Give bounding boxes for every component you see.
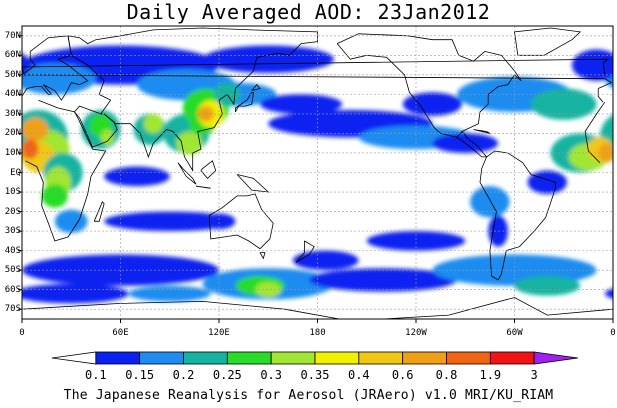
lat-label: 20N bbox=[4, 128, 21, 139]
colorbar-segment bbox=[446, 351, 491, 365]
aod-patch bbox=[104, 211, 236, 232]
coastline bbox=[93, 201, 105, 222]
colorbar bbox=[51, 351, 579, 365]
coastline bbox=[295, 240, 315, 263]
colorbar-label: 0.35 bbox=[300, 368, 330, 382]
aod-patch bbox=[104, 166, 170, 187]
map-title: Daily Averaged AOD: 23Jan2012 bbox=[126, 0, 491, 24]
lat-label: 60S bbox=[4, 284, 21, 295]
coastline bbox=[208, 193, 274, 250]
coastline bbox=[456, 131, 488, 158]
colorbar-label: 0.8 bbox=[435, 368, 458, 382]
aod-patch bbox=[604, 288, 613, 299]
gridlines bbox=[22, 26, 613, 319]
coastline bbox=[22, 297, 613, 319]
colorbar-segment bbox=[226, 351, 272, 365]
lon-label: 0 bbox=[610, 328, 616, 338]
colorbar-segment bbox=[402, 351, 447, 365]
lat-label: 40N bbox=[4, 89, 21, 100]
lat-label: 10N bbox=[4, 147, 21, 158]
aod-patch bbox=[292, 250, 359, 271]
colorbar-label: 0.15 bbox=[125, 368, 155, 382]
colorbar-segment bbox=[533, 351, 579, 365]
coastline bbox=[336, 33, 522, 138]
coastline bbox=[22, 35, 613, 103]
lat-label: 40S bbox=[4, 245, 21, 256]
coastline bbox=[25, 99, 606, 242]
lat-label: 60N bbox=[4, 50, 21, 61]
lon-label: 120W bbox=[405, 328, 427, 338]
colorbar-segment bbox=[183, 351, 228, 365]
aod-patch bbox=[41, 184, 68, 208]
map-footer-credit: The Japanese Reanalysis for Aerosol (JRA… bbox=[63, 388, 554, 403]
aod-patch bbox=[22, 283, 129, 304]
aod-patch bbox=[366, 231, 466, 251]
aod-patch bbox=[128, 285, 211, 302]
aod-patch bbox=[54, 209, 88, 234]
coastline bbox=[67, 27, 318, 172]
colorbar-label: 0.3 bbox=[260, 368, 282, 382]
colorbar-segment bbox=[139, 351, 184, 365]
coastline bbox=[235, 92, 254, 113]
axis-ticks bbox=[18, 35, 614, 323]
colorbar-segment bbox=[95, 351, 141, 365]
coastline bbox=[22, 58, 610, 75]
lon-label: 180 bbox=[309, 328, 326, 338]
aod-patch bbox=[202, 213, 236, 230]
colorbar-label: 0.6 bbox=[391, 368, 414, 382]
lat-label: 20S bbox=[4, 206, 21, 217]
lat-label: 70S bbox=[4, 304, 21, 315]
colorbar-label: 1.9 bbox=[479, 368, 502, 382]
coastline bbox=[195, 185, 211, 189]
aod-patch bbox=[470, 186, 510, 218]
lat-label: EQ bbox=[10, 167, 21, 178]
aod-patch bbox=[197, 106, 215, 122]
coastline bbox=[200, 160, 217, 179]
aod-patch bbox=[22, 117, 49, 142]
lat-label: 70N bbox=[4, 30, 21, 41]
aod-field-layer bbox=[22, 26, 613, 319]
aod-patch bbox=[598, 143, 613, 163]
aod-blobs bbox=[22, 45, 613, 304]
colorbar-segment bbox=[314, 351, 360, 365]
coastline bbox=[259, 252, 266, 260]
lon-label: 60E bbox=[112, 328, 129, 338]
lat-label: 30N bbox=[4, 108, 21, 119]
colorbar-label: 0.1 bbox=[84, 368, 107, 382]
aod-patch bbox=[143, 113, 164, 134]
aod-patch bbox=[402, 92, 462, 116]
coastline bbox=[473, 129, 491, 134]
aod-patch bbox=[260, 94, 343, 114]
coastline bbox=[251, 83, 261, 91]
coastline bbox=[479, 150, 556, 281]
colorbar-segment bbox=[51, 351, 97, 365]
lat-label: 30S bbox=[4, 226, 21, 237]
aod-patch bbox=[527, 170, 568, 194]
lon-label: 60W bbox=[506, 328, 523, 338]
lat-label: 50S bbox=[4, 265, 21, 276]
coastline bbox=[74, 105, 118, 148]
lon-label: 120E bbox=[208, 328, 230, 338]
colorbar-segment bbox=[270, 351, 316, 365]
aod-patch bbox=[309, 268, 458, 292]
aod-patch bbox=[514, 276, 581, 296]
aod-patch bbox=[530, 88, 597, 120]
colorbar-label: 0.25 bbox=[212, 368, 242, 382]
colorbar-label: 0.4 bbox=[347, 368, 370, 382]
colorbar-segment bbox=[489, 351, 535, 365]
aod-patch bbox=[255, 281, 282, 298]
lat-label: 50N bbox=[4, 69, 21, 80]
colorbar-segment bbox=[358, 351, 404, 365]
lon-label: 0 bbox=[19, 328, 25, 338]
aod-patch bbox=[22, 139, 39, 159]
aod-patch bbox=[202, 45, 334, 73]
coastline bbox=[236, 174, 270, 193]
coastlines bbox=[22, 27, 613, 319]
colorbar-label: 3 bbox=[530, 368, 538, 382]
lat-label: 10S bbox=[4, 187, 21, 198]
colorbar-label: 0.2 bbox=[172, 368, 195, 382]
aod-patch bbox=[571, 49, 613, 81]
coastline bbox=[177, 162, 197, 185]
